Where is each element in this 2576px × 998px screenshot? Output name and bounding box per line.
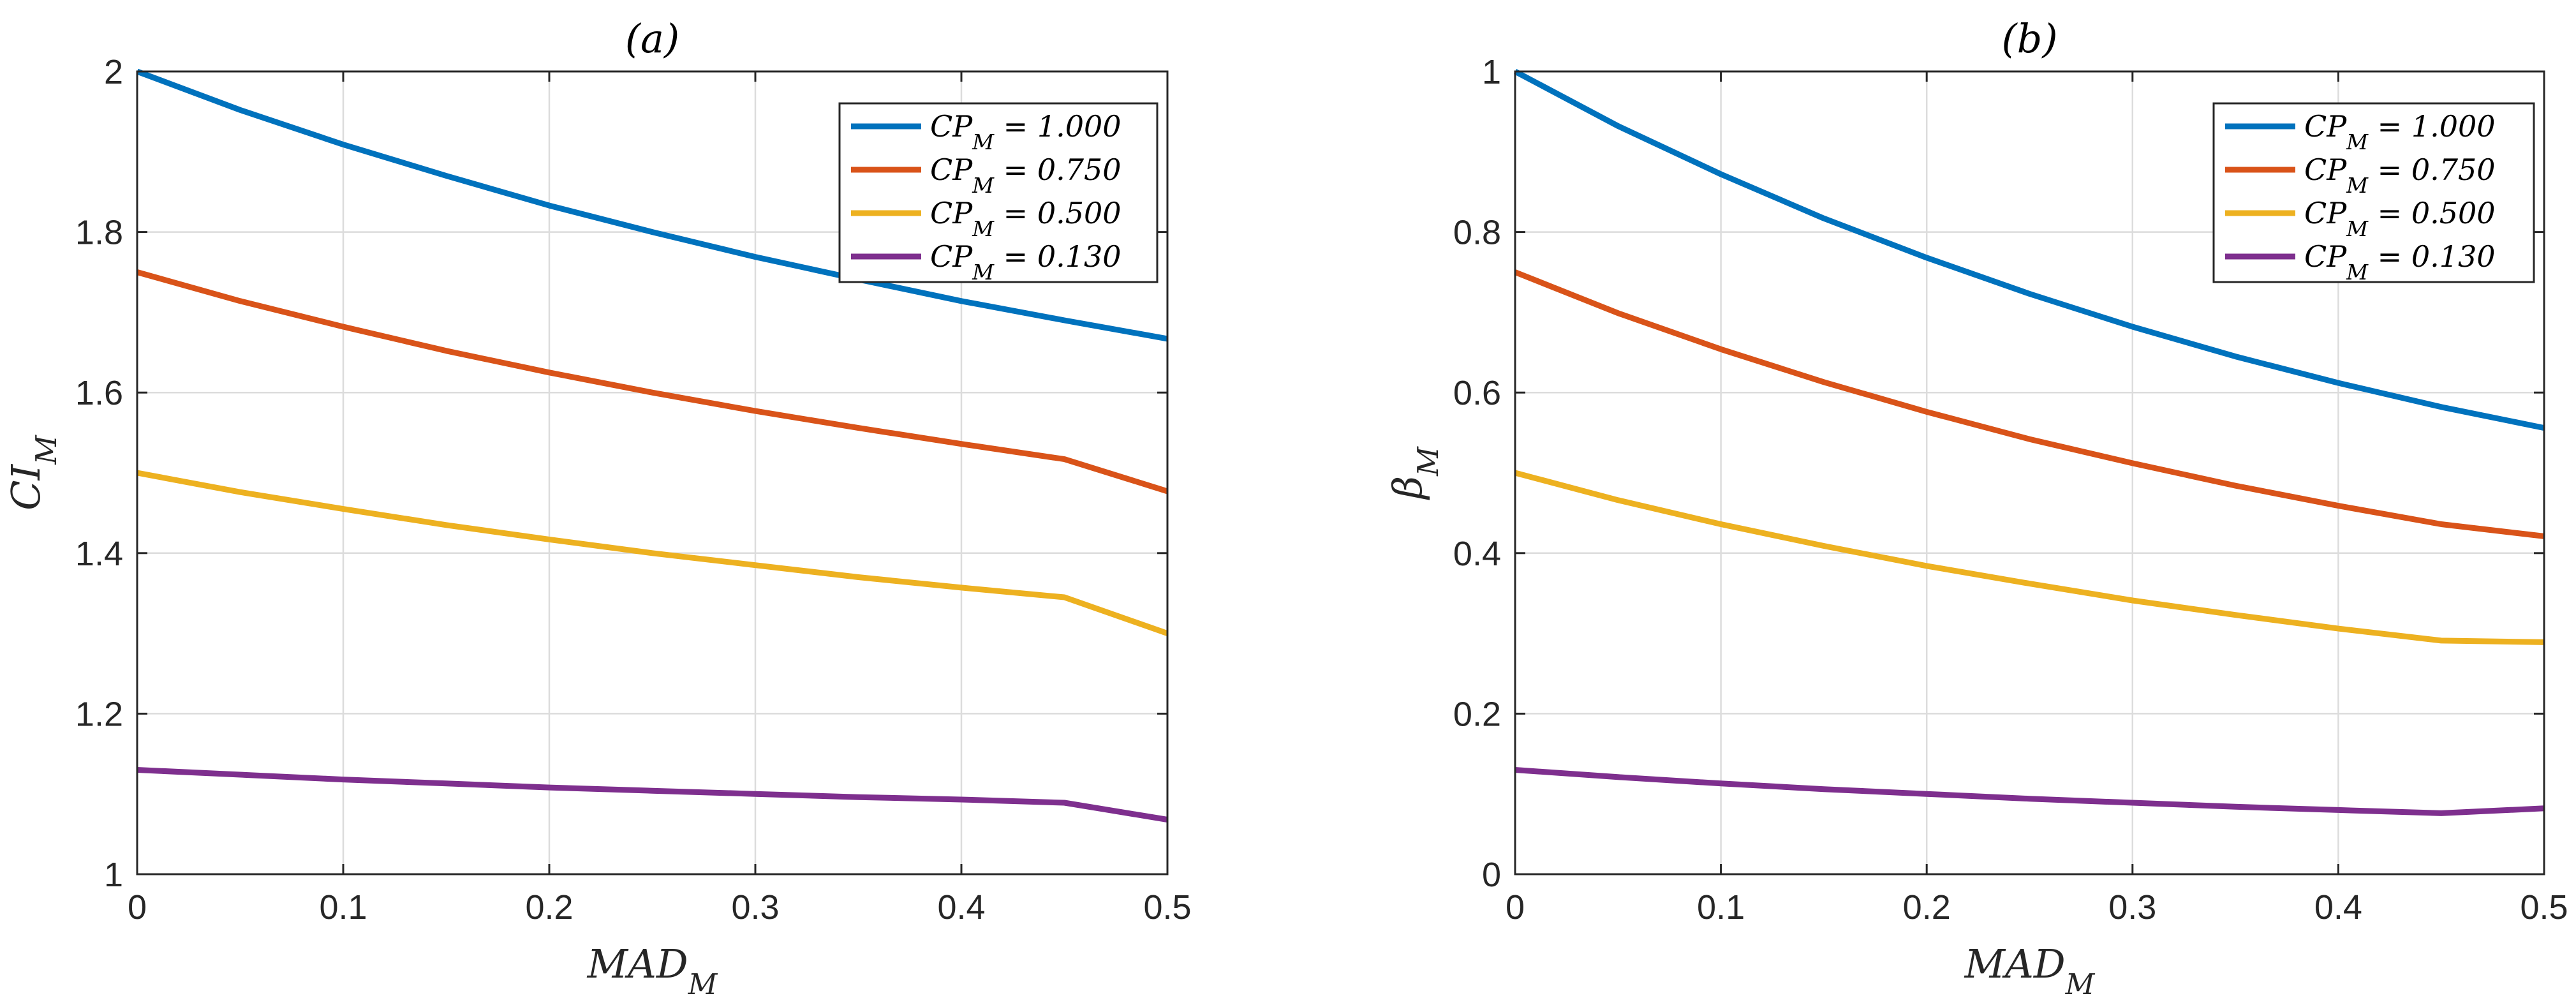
legend-box xyxy=(838,102,1158,283)
x-tick-label: 0.5 xyxy=(2520,888,2568,927)
chart-title: (a) xyxy=(625,15,679,62)
y-tick-label: 2 xyxy=(104,53,123,91)
legend-entry-0: CPM = 1.000 xyxy=(930,109,1121,154)
x-tick-label: 0.4 xyxy=(937,888,985,927)
chart-panel-a: 0 0.1 0.2 0.3 0.4 0.5 1 1.2 1.4 1.6 1.8 2 (a) MADM CIM… xyxy=(3,15,1192,998)
y-tick-label: 1.6 xyxy=(75,374,123,412)
y-tick-label: 1.8 xyxy=(75,214,123,252)
chart-panel-b: 0 0.1 0.2 0.3 0.4 0.5 0 0.2 0.4 0.6 0.8 1 (b) MADM βM C… xyxy=(1384,15,2568,998)
series-line-3 xyxy=(137,767,1168,823)
series-line-0 xyxy=(1513,69,2545,431)
chart-title: (b) xyxy=(2001,15,2057,62)
x-tick-label: 0.5 xyxy=(1143,888,1191,927)
series-line-2 xyxy=(1514,470,2545,645)
x-axis-label: MADM xyxy=(587,941,718,998)
legend-entry-2: CPM = 0.500 xyxy=(2304,196,2496,241)
y-tick-label: 0.4 xyxy=(1453,535,1501,573)
y-tick-label: 0 xyxy=(1482,856,1501,894)
y-tick-label: 1.4 xyxy=(75,535,123,573)
y-axis-label: βM xyxy=(1384,446,1445,500)
legend-box xyxy=(2212,102,2535,283)
x-tick-label: 0.1 xyxy=(319,888,367,927)
series-line-2 xyxy=(137,470,1169,636)
series-line-1 xyxy=(136,269,1169,495)
legend-entry-2: CPM = 0.500 xyxy=(930,196,1121,241)
series-line-3 xyxy=(1514,767,2545,816)
series-line-1 xyxy=(1514,269,2545,539)
y-tick-label: 1 xyxy=(104,856,123,894)
axes-box xyxy=(136,70,1169,875)
x-tick-label: 0 xyxy=(128,888,147,927)
y-axis-label: CIM xyxy=(3,435,63,510)
legend-entry-0: CPM = 1.000 xyxy=(2304,109,2496,154)
axes-box xyxy=(1514,70,2545,875)
legend-entry-1: CPM = 0.750 xyxy=(930,153,1121,198)
x-tick-label: 0.2 xyxy=(1903,888,1951,927)
legend-entry-3: CPM = 0.130 xyxy=(2304,239,2496,285)
y-tick-label: 1 xyxy=(1482,53,1501,91)
x-tick-label: 0.3 xyxy=(2108,888,2156,927)
y-tick-label: 0.6 xyxy=(1453,374,1501,412)
x-tick-label: 0.3 xyxy=(731,888,779,927)
series-line-0 xyxy=(136,68,1168,342)
x-axis-label: MADM xyxy=(1964,941,2096,998)
x-tick-label: 0.1 xyxy=(1697,888,1745,927)
legend-entry-1: CPM = 0.750 xyxy=(2304,153,2496,198)
y-tick-label: 0.2 xyxy=(1453,695,1501,733)
x-tick-label: 0.2 xyxy=(525,888,573,927)
x-tick-label: 0 xyxy=(1506,888,1525,927)
y-tick-label: 1.2 xyxy=(75,695,123,733)
legend-entry-3: CPM = 0.130 xyxy=(930,239,1121,285)
y-tick-label: 0.8 xyxy=(1453,214,1501,252)
x-tick-label: 0.4 xyxy=(2314,888,2362,927)
